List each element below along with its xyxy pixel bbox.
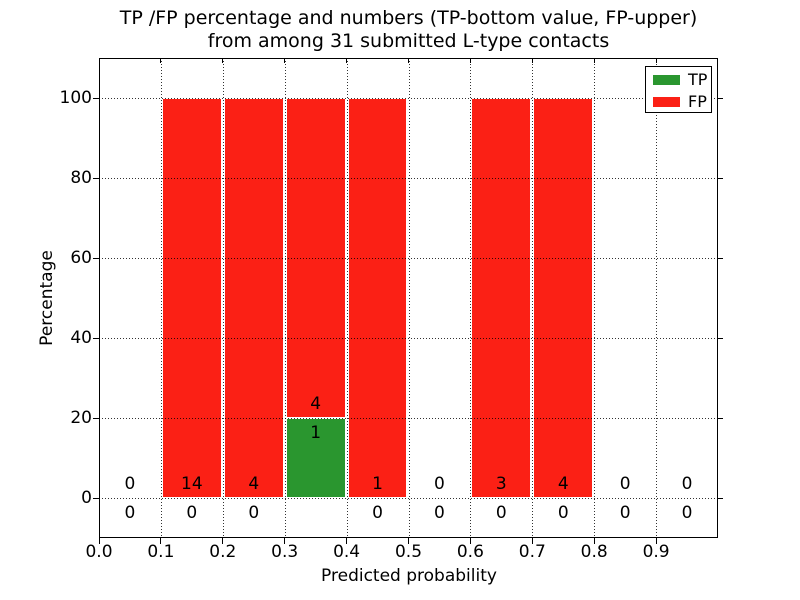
x-tick-label-0.9: 0.9 bbox=[642, 542, 670, 562]
y-tick-label-100: 100 bbox=[59, 88, 92, 108]
x-tickmark-0.5 bbox=[408, 538, 409, 544]
x-tickmark-top-0.7 bbox=[531, 58, 533, 63]
x-tickmark-0.1 bbox=[160, 538, 162, 544]
fp-count-bin-0.6: 3 bbox=[495, 474, 507, 495]
legend: TP FP bbox=[645, 66, 712, 113]
y-tickmark-80 bbox=[93, 177, 99, 179]
x-tickmark-0.9 bbox=[655, 538, 657, 544]
fp-count-bin-0.8: 0 bbox=[619, 474, 631, 495]
legend-label-TP: TP bbox=[688, 70, 708, 89]
x-tick-label-0.7: 0.7 bbox=[518, 542, 546, 562]
y-tickmark-right-0 bbox=[718, 497, 723, 499]
fp-count-bin-0: 0 bbox=[124, 474, 136, 495]
fp-count-bin-0.2: 4 bbox=[248, 474, 260, 495]
x-tickmark-0.4 bbox=[346, 538, 348, 544]
x-tickmark-0.7 bbox=[531, 538, 533, 544]
chart-title: TP /FP percentage and numbers (TP-bottom… bbox=[99, 7, 718, 53]
bar-fp-bin-0.4 bbox=[347, 98, 408, 498]
fp-count-bin-0.1: 14 bbox=[181, 474, 203, 495]
legend-label-FP: FP bbox=[688, 92, 707, 111]
gridline-x-0.9 bbox=[656, 58, 658, 538]
fp-count-bin-0.3: 4 bbox=[310, 394, 322, 415]
gridline-x-0.8 bbox=[594, 58, 596, 538]
x-tick-label-0.6: 0.6 bbox=[456, 542, 484, 562]
y-tickmark-40 bbox=[93, 337, 99, 339]
x-tickmark-top-0.0 bbox=[98, 58, 100, 63]
x-tickmark-0.8 bbox=[593, 538, 595, 544]
x-tickmark-top-0.3 bbox=[284, 58, 286, 63]
x-tick-label-0.1: 0.1 bbox=[147, 542, 175, 562]
y-tickmark-100 bbox=[93, 97, 99, 99]
fp-count-bin-0.4: 1 bbox=[372, 474, 383, 495]
gridline-x-0.2 bbox=[222, 58, 224, 538]
x-axis-label: Predicted probability bbox=[321, 566, 497, 586]
tp-count-bin-0.2: 0 bbox=[248, 503, 260, 524]
tp-count-bin-0.8: 0 bbox=[619, 503, 631, 524]
x-tick-label-0.5: 0.5 bbox=[394, 542, 423, 562]
fp-count-bin-0.9: 0 bbox=[681, 474, 693, 495]
tp-count-bin-0.6: 0 bbox=[495, 503, 507, 524]
y-tickmark-right-20 bbox=[718, 417, 723, 419]
legend-swatch-TP bbox=[653, 75, 680, 85]
bar-tp-bin-0.3 bbox=[285, 418, 346, 498]
x-tickmark-0.3 bbox=[284, 538, 286, 544]
gridline-x-0.1 bbox=[160, 58, 162, 538]
tp-count-bin-0.1: 0 bbox=[186, 503, 198, 524]
bar-fp-bin-0.6 bbox=[471, 98, 532, 498]
tp-count-bin-0.7: 0 bbox=[557, 503, 569, 524]
legend-row-TP: TP bbox=[646, 70, 711, 89]
legend-row-FP: FP bbox=[646, 92, 711, 111]
fp-count-bin-0.7: 4 bbox=[557, 474, 569, 495]
x-tickmark-0.0 bbox=[98, 538, 100, 544]
gridline-x-0.5 bbox=[408, 58, 410, 538]
tp-count-bin-0.4: 0 bbox=[372, 503, 383, 524]
gridline-x-0.4 bbox=[346, 58, 348, 538]
bar-fp-bin-0.1 bbox=[161, 98, 222, 498]
y-tickmark-0 bbox=[93, 497, 99, 499]
x-tickmark-top-0.1 bbox=[160, 58, 162, 63]
gridline-x-0.6 bbox=[470, 58, 472, 538]
x-tickmark-0.6 bbox=[469, 538, 471, 544]
x-tickmark-top-0.9 bbox=[655, 58, 657, 63]
tp-count-bin-0.5: 0 bbox=[434, 503, 445, 524]
x-tick-label-0.8: 0.8 bbox=[580, 542, 608, 562]
tp-count-bin-0.9: 0 bbox=[681, 503, 693, 524]
y-tick-label-20: 20 bbox=[70, 408, 92, 428]
y-tickmark-right-80 bbox=[718, 177, 723, 179]
y-tickmark-right-60 bbox=[718, 257, 723, 259]
bar-fp-bin-0.7 bbox=[533, 98, 594, 498]
y-tick-label-0: 0 bbox=[81, 488, 92, 508]
gridline-x-0.7 bbox=[532, 58, 534, 538]
gridline-x-0.3 bbox=[284, 58, 286, 538]
x-tick-label-0.3: 0.3 bbox=[271, 542, 299, 562]
y-tick-label-80: 80 bbox=[70, 168, 92, 188]
y-tickmark-20 bbox=[93, 417, 99, 419]
y-tickmark-60 bbox=[93, 257, 99, 259]
chart-title-line1: TP /FP percentage and numbers (TP-bottom… bbox=[119, 7, 698, 29]
tp-count-bin-0: 0 bbox=[124, 503, 136, 524]
y-tick-label-40: 40 bbox=[70, 328, 92, 348]
chart-title-line2: from among 31 submitted L-type contacts bbox=[207, 30, 610, 52]
x-tickmark-top-0.2 bbox=[222, 58, 224, 63]
y-tickmark-right-100 bbox=[718, 97, 723, 99]
x-tick-label-0.4: 0.4 bbox=[333, 542, 361, 562]
tp-count-bin-0.3: 1 bbox=[310, 423, 322, 444]
x-tick-label-0.0: 0.0 bbox=[85, 542, 113, 562]
x-tickmark-top-0.6 bbox=[469, 58, 471, 63]
x-tickmark-top-0.4 bbox=[346, 58, 348, 63]
x-tickmark-0.2 bbox=[222, 538, 224, 544]
y-tickmark-right-40 bbox=[718, 337, 723, 339]
legend-swatch-FP bbox=[653, 97, 680, 107]
x-tick-label-0.2: 0.2 bbox=[209, 542, 237, 562]
x-tickmark-top-0.8 bbox=[593, 58, 595, 63]
x-tickmark-top-0.5 bbox=[408, 58, 409, 63]
bar-fp-bin-0.2 bbox=[223, 98, 284, 498]
y-tick-label-60: 60 bbox=[70, 248, 92, 268]
fp-count-bin-0.5: 0 bbox=[434, 474, 445, 495]
